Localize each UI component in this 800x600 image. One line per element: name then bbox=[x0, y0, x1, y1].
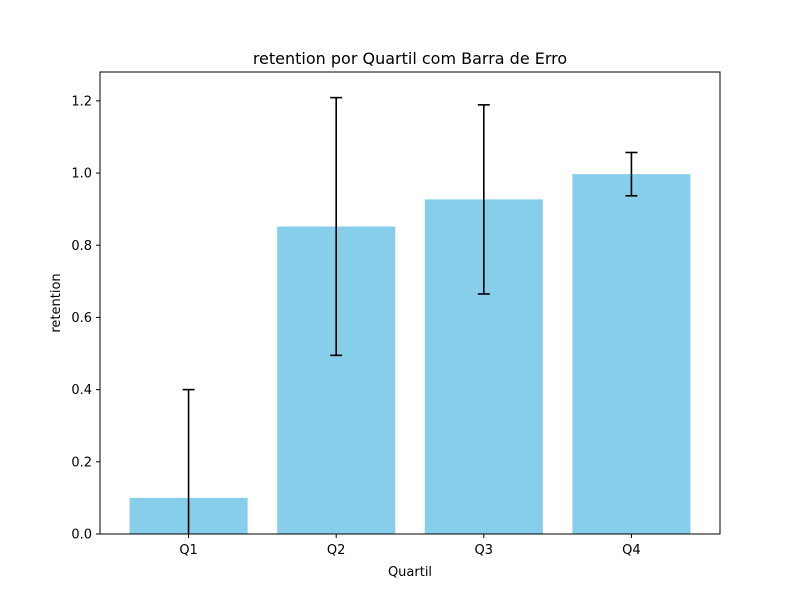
x-tick-label-q3: Q3 bbox=[475, 543, 494, 558]
y-tick-label: 0.8 bbox=[71, 239, 92, 254]
x-tick-label-q2: Q2 bbox=[327, 543, 346, 558]
plot-frame bbox=[99, 71, 721, 535]
y-tick-label: 0.2 bbox=[71, 455, 92, 470]
y-tick-label: 1.0 bbox=[71, 167, 92, 182]
y-tick-label: 0.0 bbox=[71, 528, 92, 543]
x-axis: Q1 Q2 Q3 Q4 bbox=[179, 534, 641, 558]
x-axis-label: Quartil bbox=[388, 565, 432, 580]
error-bar-q2 bbox=[330, 96, 343, 357]
plot-area bbox=[129, 96, 691, 534]
error-bar-q4 bbox=[625, 151, 638, 197]
y-tick-label: 0.4 bbox=[71, 383, 92, 398]
chart-title: retention por Quartil com Barra de Erro bbox=[253, 49, 567, 68]
y-tick-label: 0.6 bbox=[71, 311, 92, 326]
y-axis: 0.0 0.2 0.4 0.6 0.8 1.0 1.2 bbox=[71, 94, 100, 543]
error-bar-q3 bbox=[477, 104, 490, 295]
y-tick-label: 1.2 bbox=[71, 94, 92, 109]
bar-q4 bbox=[572, 174, 691, 534]
x-tick-label-q1: Q1 bbox=[179, 543, 198, 558]
y-axis-label: retention bbox=[49, 273, 64, 332]
x-tick-label-q4: Q4 bbox=[622, 543, 641, 558]
error-bar-q1 bbox=[182, 388, 195, 534]
